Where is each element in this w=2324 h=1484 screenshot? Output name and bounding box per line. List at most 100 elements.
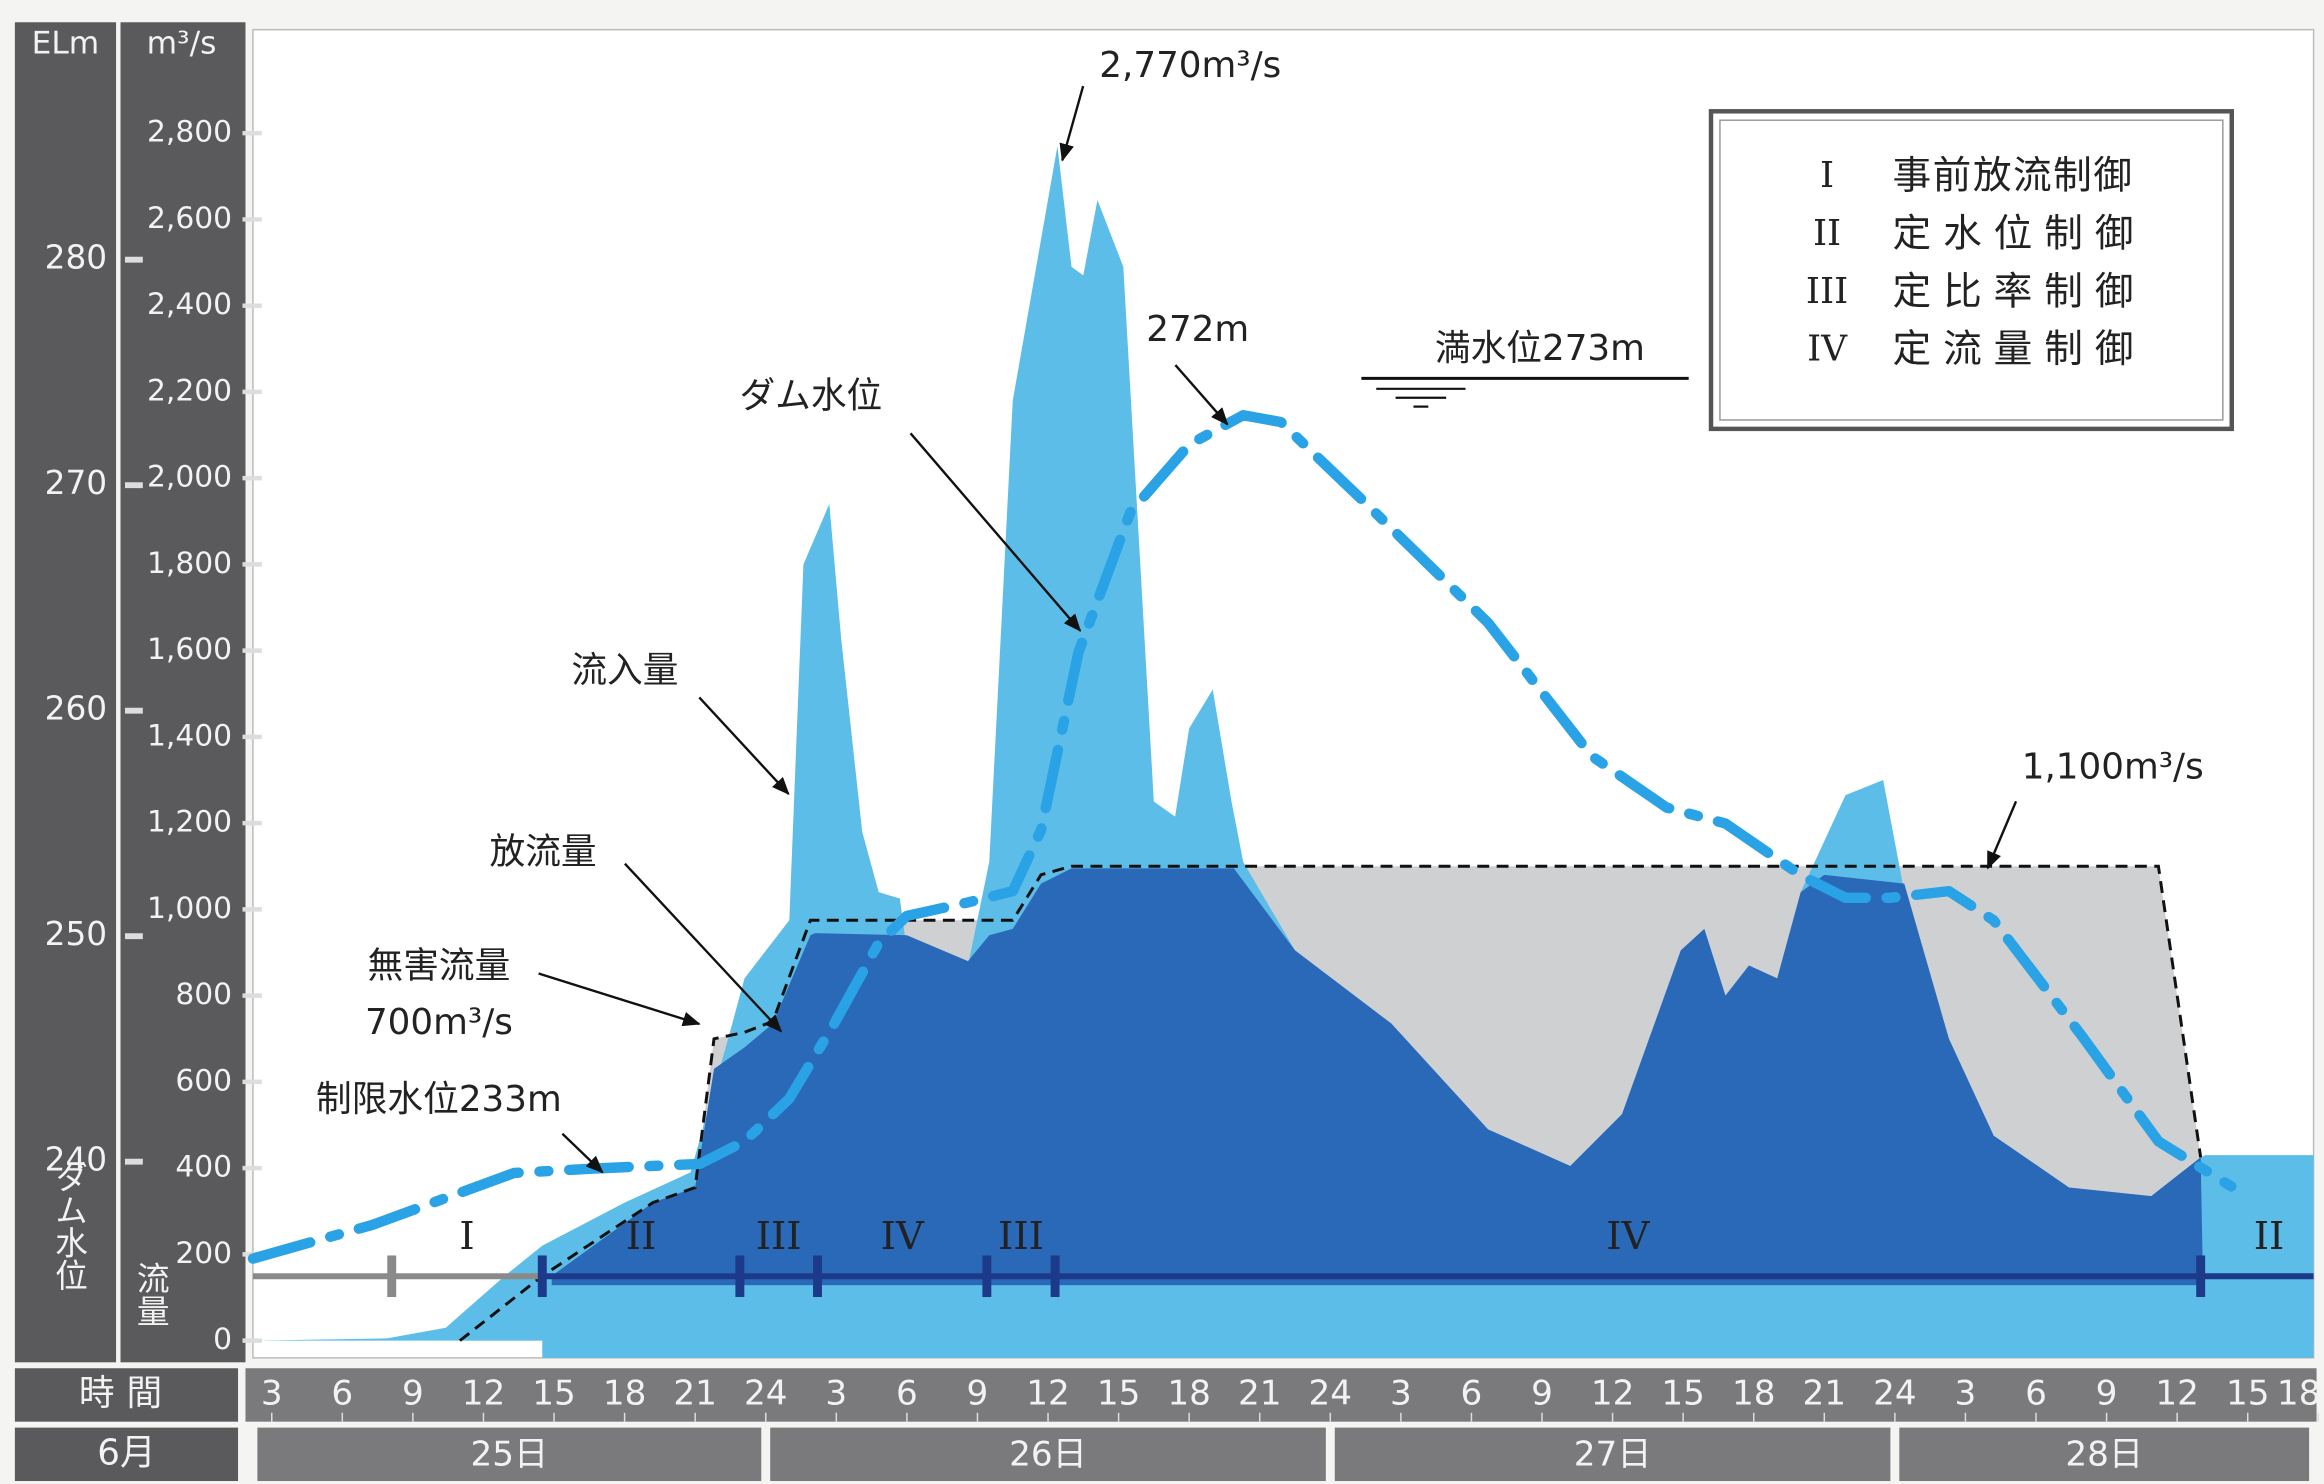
y2-axis-label: ELm [32,26,100,62]
month-cell [14,1427,239,1482]
day-label: 25日 [470,1434,548,1474]
mode-boundary [537,1255,547,1298]
y-tick-label: 1,200 [147,805,232,840]
annotation: 満水位273m [1435,328,1645,369]
x-tick-label: 9 [967,1373,989,1413]
x-tick-label: 21 [1803,1373,1847,1413]
mode-boundary [387,1255,397,1298]
x-tick-label: 3 [1390,1373,1412,1413]
x-tick-label: 6 [896,1373,918,1413]
x-tick-label: 9 [2096,1373,2118,1413]
annotation: 1,100m³/s [2022,747,2204,788]
day-cell [1899,1427,2310,1482]
x-tick-label: 15 [532,1373,576,1413]
annotation: 制限水位233m [316,1079,562,1120]
y-tick-label: 1,600 [147,632,232,667]
x-tick-label: 18 [1732,1373,1776,1413]
mode-label: II [2254,1214,2285,1259]
x-tick-label: 9 [402,1373,424,1413]
leader-arrow [909,432,1082,632]
time-row-label: 時間 [79,1373,174,1414]
legend-text: 事前放流制御 [1893,154,2134,199]
x-tick-label: 18 [603,1373,647,1413]
x-tick-label: 6 [2025,1373,2047,1413]
y2-axis-panel [14,22,117,1363]
x-tick-label: 24 [1873,1373,1917,1413]
x-tick-label: 15 [1097,1373,1141,1413]
leader-arrow [698,696,790,796]
time-row-label-cell [14,1368,239,1422]
mode-boundary [1050,1255,1060,1298]
x-tick-label: 12 [1026,1373,1070,1413]
legend-text: 定流量制御 [1893,327,2146,372]
day-cell [770,1427,1326,1482]
y2-tick-label: 260 [45,690,107,728]
annotation: 272m [1146,309,1249,350]
y-tick-label: 1,000 [147,891,232,926]
x-tick-label: 15 [1661,1373,1705,1413]
x-tick-label: 18 [2277,1373,2321,1413]
leader-arrow [538,972,701,1027]
day-cell [1334,1427,1891,1482]
leader-arrow [624,862,783,1033]
mode-label: IV [881,1214,925,1259]
y-tick-label: 0 [213,1322,232,1357]
mode-boundary [982,1255,992,1298]
mode-boundary [735,1255,745,1298]
legend-numeral: I [1820,155,1834,196]
x-tick-label: 24 [1309,1373,1353,1413]
line [247,410,2237,1264]
y-tick-label: 600 [175,1063,232,1098]
x-tick-label: 21 [673,1373,717,1413]
y2-tick-label: 250 [45,915,107,953]
legend-numeral: IV [1807,329,1848,370]
mode-boundary [813,1255,822,1298]
y-tick-label: 1,400 [147,718,232,753]
day-label: 26日 [1009,1434,1087,1474]
y-axis-title: 流量 [132,1261,170,1327]
y-tick-label: 2,200 [147,373,232,408]
y-tick-label: 2,600 [147,201,232,236]
y-tick-label: 800 [175,977,232,1012]
y2-axis-title: ダム水位 [50,1160,88,1291]
y-tick-label: 200 [175,1236,232,1271]
x-tick-label: 3 [1955,1373,1977,1413]
legend-box [1708,109,2234,432]
y-tick-label: 2,400 [147,287,232,322]
day-label: 28日 [2065,1434,2143,1474]
legend-box-inner [1719,119,2224,421]
area [551,868,2204,1341]
mode-label: III [756,1214,802,1259]
x-tick-label: 12 [1591,1373,1635,1413]
day-label: 27日 [1574,1434,1652,1474]
y-axis-label: m³/s [147,26,217,62]
time-row [245,1368,2317,1422]
y2-tick-label: 270 [45,464,107,502]
annotation: 無害流量 [368,946,511,987]
leader-arrow [1059,85,1085,162]
y2-tick-label: 240 [45,1141,107,1179]
x-tick-label: 12 [2155,1373,2199,1413]
x-tick-label: 15 [2226,1373,2270,1413]
x-tick-label: 12 [462,1373,506,1413]
leader-arrow [1174,364,1229,426]
mode-label: IV [1606,1214,1650,1259]
x-tick-label: 6 [331,1373,353,1413]
legend-numeral: II [1813,213,1841,254]
legend-text: 定比率制御 [1893,269,2146,314]
x-tick-label: 3 [825,1373,847,1413]
y-tick-label: 1,800 [147,546,232,581]
y2-tick-label: 280 [45,239,107,277]
series-label: 流入量 [571,650,678,691]
x-tick-label: 21 [1238,1373,1282,1413]
leader-arrow [1986,800,2018,870]
y-axis-panel [120,22,246,1363]
y-tick-label: 400 [175,1150,232,1185]
x-tick-label: 24 [744,1373,788,1413]
y-tick-label: 2,800 [147,115,232,150]
day-cell [257,1427,762,1482]
legend-numeral: III [1806,271,1848,312]
mode-label: II [626,1214,657,1259]
annotation: 2,770m³/s [1099,45,1281,86]
